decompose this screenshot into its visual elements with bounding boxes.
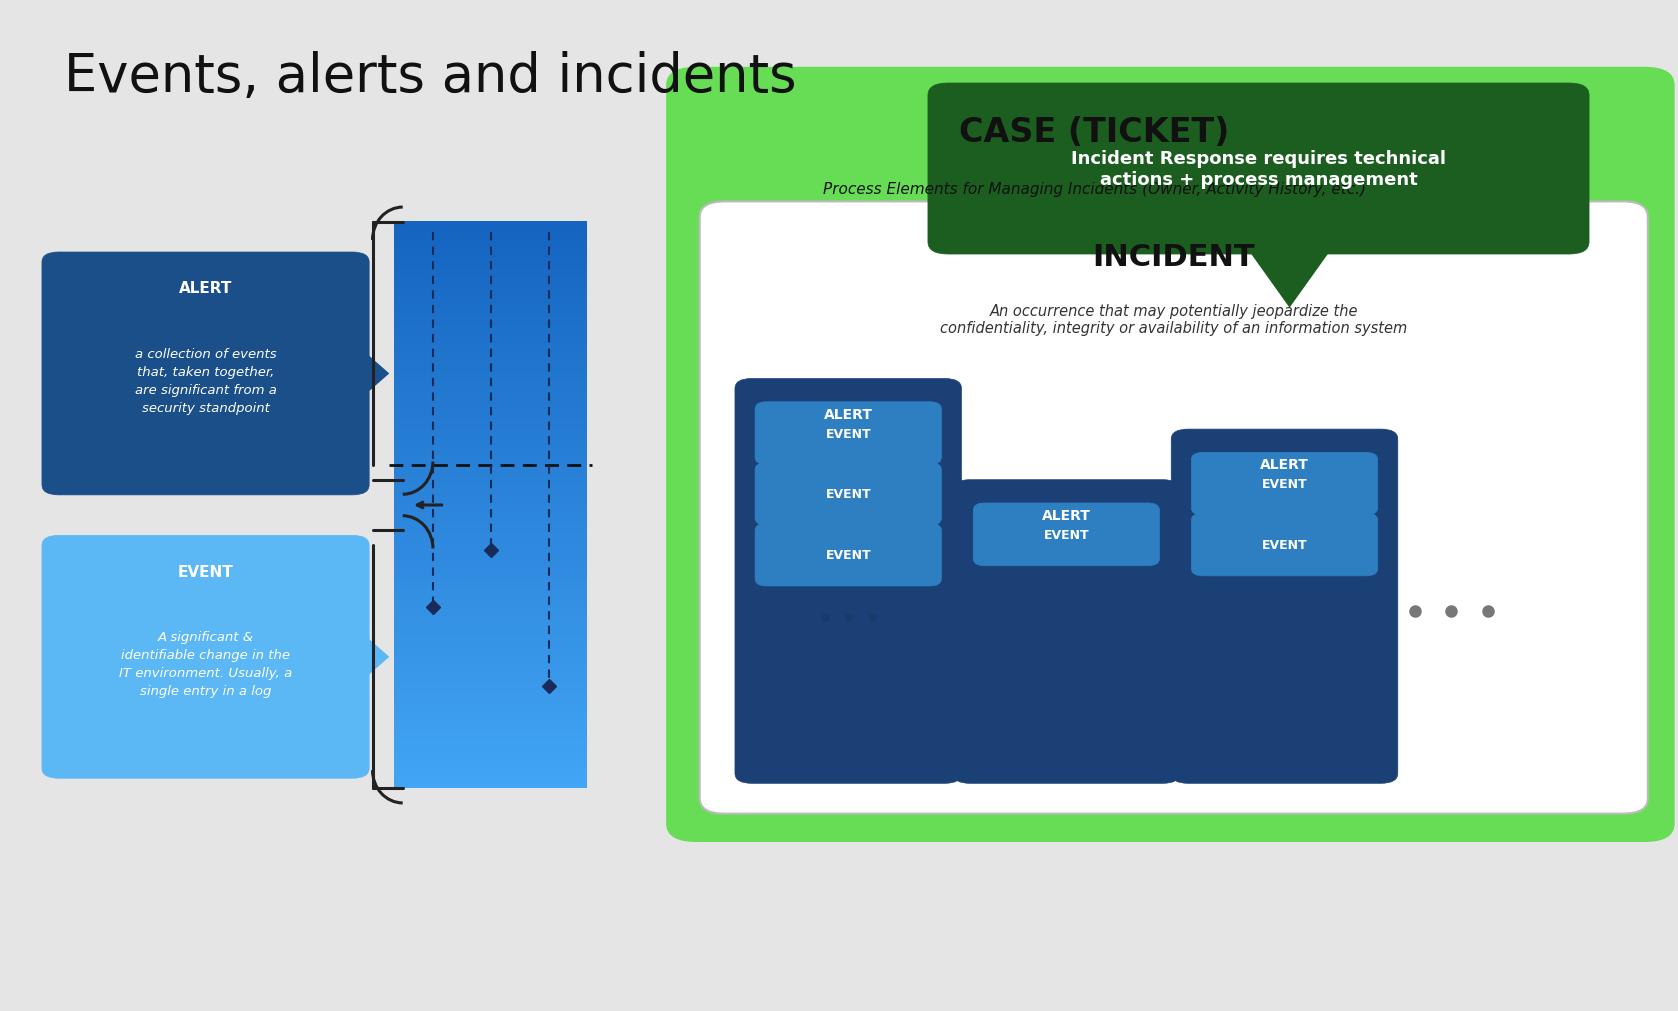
Text: EVENT: EVENT: [826, 488, 871, 500]
FancyBboxPatch shape: [973, 503, 1159, 566]
Bar: [394, 646, 587, 656]
Bar: [394, 627, 587, 638]
Bar: [394, 278, 587, 288]
FancyBboxPatch shape: [1191, 514, 1378, 576]
Text: EVENT: EVENT: [1262, 478, 1307, 490]
Bar: [394, 570, 587, 581]
Bar: [394, 467, 587, 477]
Text: ALERT: ALERT: [1260, 458, 1309, 472]
Bar: [394, 372, 587, 383]
Text: EVENT: EVENT: [1044, 529, 1089, 541]
Bar: [394, 533, 587, 543]
FancyBboxPatch shape: [755, 463, 941, 526]
Bar: [394, 552, 587, 562]
Text: Incident Response requires technical
actions + process management: Incident Response requires technical act…: [1071, 150, 1446, 189]
Bar: [394, 712, 587, 723]
Bar: [394, 315, 587, 327]
FancyBboxPatch shape: [1191, 453, 1378, 516]
FancyBboxPatch shape: [1171, 430, 1398, 784]
Bar: [394, 665, 587, 675]
Text: a collection of events
that, taken together,
are significant from a
security sta: a collection of events that, taken toget…: [134, 348, 277, 415]
Text: ALERT: ALERT: [180, 281, 232, 296]
Polygon shape: [1242, 243, 1336, 308]
Bar: [394, 618, 587, 628]
FancyBboxPatch shape: [42, 536, 369, 778]
Bar: [394, 420, 587, 430]
Bar: [394, 297, 587, 307]
Bar: [394, 703, 587, 713]
Bar: [394, 694, 587, 704]
Text: EVENT: EVENT: [1262, 539, 1307, 551]
Bar: [394, 495, 587, 506]
Bar: [394, 759, 587, 769]
Bar: [394, 561, 587, 571]
Bar: [394, 259, 587, 270]
Bar: [394, 504, 587, 515]
Bar: [394, 637, 587, 647]
FancyBboxPatch shape: [755, 524, 941, 586]
Bar: [394, 354, 587, 364]
Text: ALERT: ALERT: [1042, 509, 1091, 523]
Bar: [394, 363, 587, 373]
Bar: [394, 485, 587, 496]
Text: CASE (TICKET): CASE (TICKET): [960, 116, 1230, 150]
Bar: [394, 740, 587, 751]
Text: An occurrence that may potentially jeopardize the
confidentiality, integrity or : An occurrence that may potentially jeopa…: [940, 303, 1408, 336]
Bar: [394, 580, 587, 590]
Bar: [394, 514, 587, 525]
Text: A significant &
identifiable change in the
IT environment. Usually, a
single ent: A significant & identifiable change in t…: [119, 631, 292, 698]
Bar: [394, 524, 587, 534]
Text: EVENT: EVENT: [826, 428, 871, 440]
FancyBboxPatch shape: [755, 402, 941, 465]
FancyBboxPatch shape: [953, 480, 1180, 784]
Bar: [394, 722, 587, 732]
Bar: [394, 683, 587, 695]
Bar: [394, 231, 587, 242]
Bar: [394, 750, 587, 760]
Bar: [394, 655, 587, 666]
FancyBboxPatch shape: [666, 68, 1675, 842]
Bar: [394, 439, 587, 449]
Text: ALERT: ALERT: [824, 407, 873, 422]
Text: INCIDENT: INCIDENT: [1092, 243, 1255, 272]
Bar: [394, 609, 587, 619]
Bar: [394, 269, 587, 279]
Bar: [394, 589, 587, 600]
Bar: [394, 674, 587, 684]
Bar: [394, 768, 587, 779]
Bar: [394, 382, 587, 392]
Bar: [394, 287, 587, 298]
Bar: [394, 448, 587, 458]
Bar: [394, 326, 587, 336]
Bar: [394, 250, 587, 260]
Bar: [394, 599, 587, 610]
Bar: [394, 476, 587, 486]
Text: Process Elements for Managing Incidents (Owner, Activity History, etc.): Process Elements for Managing Incidents …: [824, 182, 1366, 197]
Bar: [394, 457, 587, 468]
Bar: [394, 306, 587, 316]
Text: EVENT: EVENT: [178, 564, 233, 579]
Polygon shape: [352, 625, 389, 690]
Bar: [394, 391, 587, 401]
Bar: [394, 344, 587, 355]
FancyBboxPatch shape: [928, 84, 1589, 255]
FancyBboxPatch shape: [42, 253, 369, 495]
Bar: [394, 400, 587, 411]
Bar: [394, 241, 587, 251]
Bar: [394, 731, 587, 741]
Bar: [394, 335, 587, 345]
Bar: [394, 221, 587, 232]
Bar: [394, 410, 587, 421]
Bar: [394, 429, 587, 440]
Text: EVENT: EVENT: [826, 549, 871, 561]
FancyBboxPatch shape: [735, 379, 961, 784]
FancyBboxPatch shape: [700, 202, 1648, 814]
Bar: [394, 778, 587, 789]
Bar: [394, 542, 587, 553]
Polygon shape: [352, 342, 389, 406]
Text: Events, alerts and incidents: Events, alerts and incidents: [64, 51, 797, 102]
